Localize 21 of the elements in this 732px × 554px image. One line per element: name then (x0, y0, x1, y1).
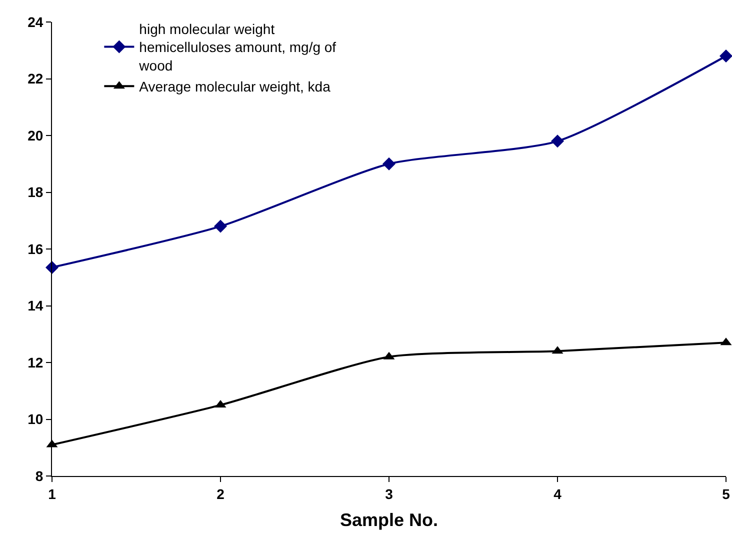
legend-label: Average molecular weight, kda (139, 78, 331, 95)
y-tick-label: 20 (28, 127, 44, 144)
y-tick-label: 16 (28, 240, 44, 257)
point (720, 50, 732, 63)
y-tick-label: 18 (28, 184, 44, 200)
x-tick-label: 4 (554, 486, 562, 502)
x-tick-label: 5 (722, 486, 730, 502)
point (551, 134, 564, 148)
y-tick-label: 10 (28, 411, 44, 428)
x-tick-label: 2 (216, 486, 225, 502)
x-tick-label: 1 (48, 486, 56, 502)
x-tick-label: 3 (385, 486, 394, 502)
y-tick-label: 24 (28, 14, 44, 30)
y-tick-label: 14 (28, 298, 44, 314)
legend-label: high molecular weight hemicelluloses amount, mg/g of wood (138, 20, 336, 74)
y-tick-label: 12 (28, 354, 44, 370)
point (382, 157, 396, 170)
y-tick-label: 22 (28, 70, 44, 87)
point (214, 220, 227, 233)
y-tick-label: 8 (35, 468, 44, 484)
x-axis-title: Sample No. (340, 510, 438, 530)
